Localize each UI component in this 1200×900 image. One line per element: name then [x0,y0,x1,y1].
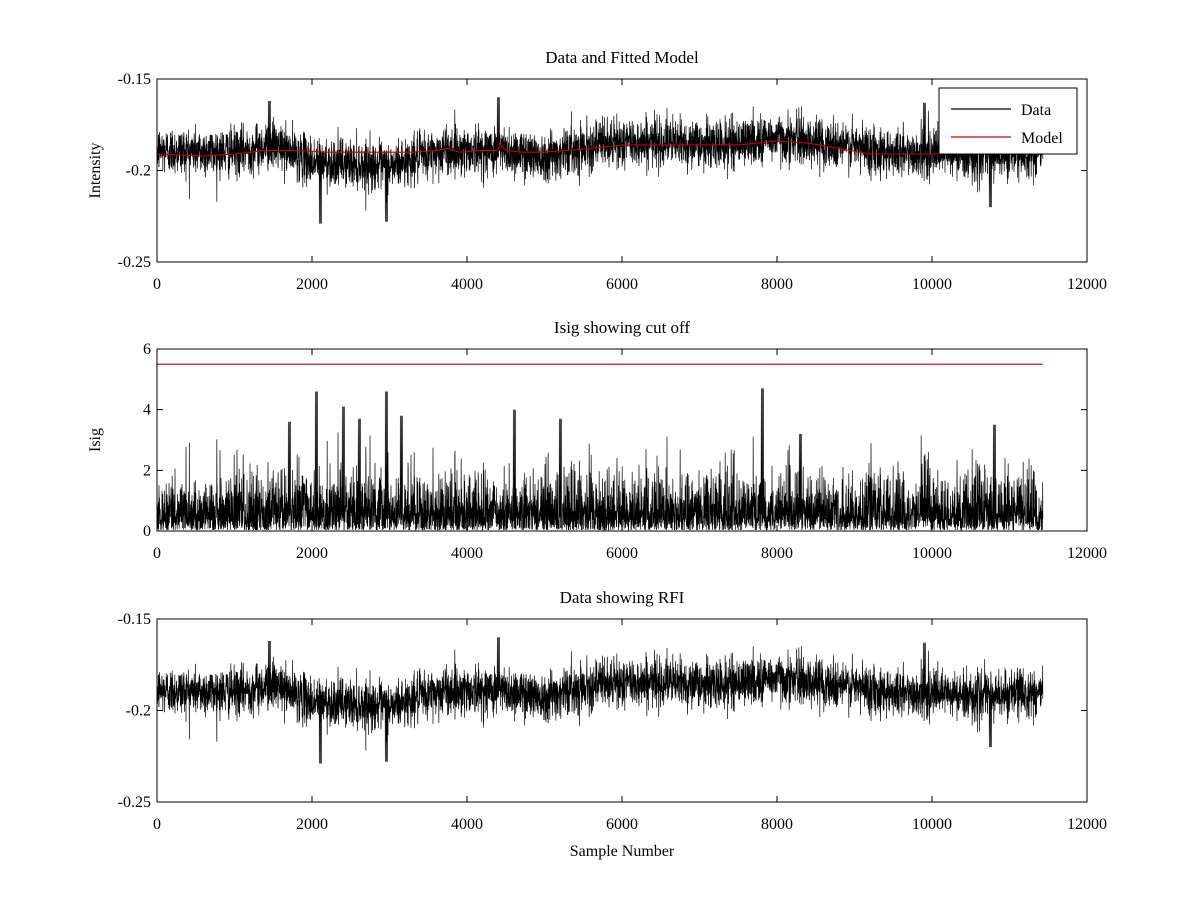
y-axis-label: Isig [87,428,104,452]
y-tick-label: 2 [143,462,151,479]
x-tick-label: 10000 [912,816,952,833]
x-tick-label: 4000 [451,816,483,833]
chart-title: Data and Fitted Model [545,48,699,67]
y-tick-label: -0.25 [118,254,151,271]
legend: Data Model [938,87,1078,155]
chart-panel-2: 0 2000 4000 6000 8000 10000 12000 0 2 4 6 Isig show… [87,318,1107,562]
x-tick-label: 2000 [296,816,328,833]
legend-box [938,87,1078,155]
x-tick-label: 0 [153,816,161,833]
x-tick-label: 6000 [606,276,638,293]
y-tick-label: 6 [143,341,151,358]
charts: 0 2000 4000 6000 8000 10000 12000-0.15-0.2-0.2… [87,48,1107,860]
x-tick-label: 0 [153,545,161,562]
series-signal-line [157,388,1044,531]
x-tick-label: 0 [153,276,161,293]
x-tick-label: 6000 [606,545,638,562]
x-tick-label: 12000 [1067,276,1107,293]
y-axis-label: Intensity [87,143,104,199]
x-tick-label: 12000 [1067,816,1107,833]
y-tick-label: -0.25 [118,794,151,811]
legend-label-model: Model [1021,130,1063,147]
chart-title: Isig showing cut off [554,318,690,337]
series-data-line [157,97,1044,224]
chart-panel-3: 0 2000 4000 6000 8000 10000 12000 -0.15 -0.2 -0.2… [118,588,1107,860]
x-tick-label: 12000 [1067,545,1107,562]
chart-title: Data showing RFI [560,588,685,607]
series-signal-line [157,637,1044,764]
chart-panel-1: 0 2000 4000 6000 8000 10000 12000 -0.15 -0.2 -0.2… [87,48,1107,293]
x-tick-label: 4000 [451,276,483,293]
x-tick-label: 4000 [451,545,483,562]
y-tick-label: -0.2 [126,703,151,720]
x-tick-label: 10000 [912,276,952,293]
x-tick-label: 2000 [296,545,328,562]
x-tick-label: 8000 [761,545,793,562]
x-tick-label: 2000 [296,276,328,293]
y-tick-label: 4 [143,402,151,419]
x-tick-label: 10000 [912,545,952,562]
x-tick-label: 8000 [761,276,793,293]
y-tick-label: -0.15 [118,611,151,628]
y-tick-label: 0 [143,523,151,540]
y-tick-label: -0.15 [118,71,151,88]
x-tick-label: 6000 [606,816,638,833]
legend-label-data: Data [1021,102,1051,119]
x-tick-label: 8000 [761,816,793,833]
y-tick-label: -0.2 [126,163,151,180]
series-model-line [157,140,1043,157]
x-axis-label: Sample Number [570,843,675,860]
